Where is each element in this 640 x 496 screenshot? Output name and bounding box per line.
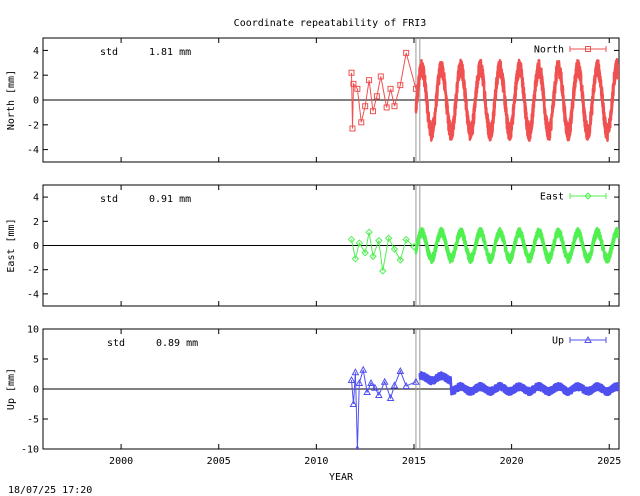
- data-point: [384, 234, 393, 242]
- data-point: [358, 119, 365, 126]
- data-point: [366, 77, 373, 84]
- data-point: [354, 85, 361, 92]
- data-point: [371, 383, 379, 391]
- chart-title: Coordinate repeatability of FRI3: [234, 18, 427, 29]
- y-tick-label: 0: [33, 385, 39, 396]
- std-value: 0.91 mm: [149, 194, 191, 205]
- y-tick-label: 4: [33, 193, 39, 204]
- y-tick-label: 10: [27, 325, 39, 336]
- panel-north: 4 2 0 -2 -4 North [mm] std 1.81 mm North: [6, 37, 620, 163]
- data-point: [361, 249, 369, 257]
- data-point: [363, 387, 371, 395]
- data-point: [350, 80, 357, 87]
- x-tick-label: 2015: [402, 456, 426, 467]
- data-point: [402, 235, 410, 244]
- legend-label: North: [534, 45, 564, 56]
- panel-east: 4 2 0 -2 -4 East [mm] std 0.91 mm East: [6, 184, 620, 307]
- data-point: [377, 73, 384, 80]
- data-point: [383, 104, 390, 111]
- data-point: [375, 236, 383, 245]
- data-point: [396, 366, 405, 374]
- data-point: [348, 69, 355, 76]
- std-label: std: [107, 338, 125, 349]
- x-tick-label: 2005: [207, 456, 231, 467]
- y-axis-label: East [mm]: [6, 218, 17, 272]
- data-point: [369, 252, 377, 261]
- data-point: [351, 368, 360, 376]
- y-axis-label: Up [mm]: [6, 368, 17, 410]
- timestamp-footer: 18/07/25 17:20: [8, 485, 92, 496]
- data-point: [355, 444, 360, 449]
- data-point: [403, 49, 410, 56]
- std-label: std: [100, 194, 118, 205]
- data-point: [359, 365, 368, 373]
- y-tick-label: 5: [33, 355, 39, 366]
- data-point: [387, 85, 394, 92]
- x-tick-label: 2025: [597, 456, 621, 467]
- series-east: [347, 226, 619, 275]
- y-tick-label: 2: [33, 71, 39, 82]
- data-point: [390, 381, 399, 389]
- x-axis-label: YEAR: [329, 472, 354, 483]
- y-tick-label: 2: [33, 217, 39, 228]
- y-tick-label: -4: [27, 145, 39, 156]
- legend-label: East: [540, 192, 564, 203]
- data-point: [374, 390, 383, 398]
- data-point: [347, 235, 356, 244]
- series-line-dense: [414, 226, 619, 265]
- y-tick-label: 0: [33, 241, 39, 252]
- series-line-sparse: [351, 369, 417, 449]
- y-tick-label: 4: [33, 46, 39, 57]
- data-point: [347, 375, 356, 383]
- legend-label: Up: [552, 336, 564, 347]
- y-tick-label: 0: [33, 96, 39, 107]
- data-point: [367, 378, 375, 386]
- data-point: [379, 267, 387, 275]
- series-up: [347, 365, 619, 449]
- legend-marker: [584, 192, 592, 200]
- std-value: 0.89 mm: [156, 338, 198, 349]
- legend-marker: [585, 46, 591, 52]
- data-point: [369, 108, 376, 115]
- y-tick-label: -4: [27, 289, 39, 300]
- series-line-dense: [414, 57, 619, 143]
- data-point: [351, 255, 360, 263]
- data-point: [349, 125, 356, 132]
- y-tick-label: -5: [27, 415, 39, 426]
- series-north: [348, 49, 619, 143]
- x-tick-label: 2000: [109, 456, 133, 467]
- x-tick-label: 2010: [304, 456, 328, 467]
- y-tick-label: -2: [27, 265, 39, 276]
- std-label: std: [100, 47, 118, 58]
- data-point: [402, 381, 411, 389]
- legend-marker: [584, 335, 592, 343]
- x-tick-label: 2020: [500, 456, 524, 467]
- y-tick-label: -10: [21, 445, 39, 456]
- data-point: [349, 399, 358, 407]
- data-point: [362, 103, 369, 110]
- series-line-dense: [418, 370, 619, 397]
- data-point: [380, 377, 389, 385]
- data-point: [397, 82, 404, 89]
- y-tick-label: -2: [27, 120, 39, 131]
- y-axis-label: North [mm]: [6, 70, 17, 130]
- std-value: 1.81 mm: [149, 47, 191, 58]
- data-point: [386, 393, 395, 401]
- data-point: [373, 93, 380, 100]
- data-point: [396, 256, 405, 264]
- series-line-sparse: [351, 232, 415, 271]
- data-point: [365, 228, 373, 236]
- data-point: [391, 103, 398, 110]
- data-point: [412, 377, 420, 385]
- data-point: [355, 239, 364, 247]
- panel-up: 10 5 0 -5 -10 2000 2005 2010 2015 2020 2025 YEAR Up …: [6, 325, 621, 484]
- series-line-sparse: [351, 52, 417, 129]
- data-point: [355, 378, 364, 386]
- data-point: [390, 245, 399, 253]
